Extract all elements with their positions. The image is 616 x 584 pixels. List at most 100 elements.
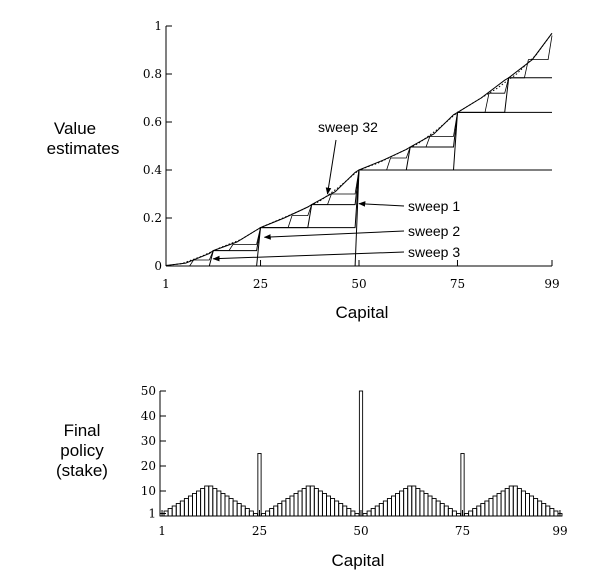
policy-ticks: 1 10 20 30 40 50 1 25 50 75 99	[141, 384, 568, 538]
value-y-tick-label: 0.2	[143, 211, 162, 225]
value-x-tick-label: 99	[544, 277, 559, 291]
policy-bar	[399, 490, 405, 517]
policy-bar	[289, 495, 295, 517]
policy-bar	[423, 493, 429, 517]
policy-bar	[261, 513, 267, 517]
policy-bar	[309, 485, 315, 517]
policy-bar	[338, 503, 344, 517]
value-y-tick-label: 1	[154, 19, 162, 33]
policy-bar	[305, 485, 311, 517]
policy-bar	[350, 510, 356, 517]
policy-bar	[464, 513, 470, 517]
policy-bar	[549, 508, 555, 517]
policy-bar	[257, 453, 262, 517]
policy-bar	[265, 510, 271, 517]
policy-bar	[362, 513, 368, 517]
policy-bar	[252, 513, 258, 517]
policy-bar	[541, 503, 547, 517]
policy-axis-titles: Final policy (stake) Capital	[56, 421, 384, 570]
annotation-sweep-2: sweep 2	[408, 223, 460, 239]
policy-ylabel-line-1: Final	[64, 421, 101, 440]
annotation-arrow-sweep-3	[212, 251, 405, 262]
policy-bar	[476, 505, 482, 517]
policy-y-tick-label: 40	[141, 409, 156, 423]
policy-xlabel: Capital	[332, 551, 385, 570]
annotation-sweep-3: sweep 3	[408, 244, 460, 260]
annotation-sweep-32: sweep 32	[318, 119, 378, 135]
value-y-tick-label: 0.8	[143, 67, 162, 81]
policy-bar	[386, 498, 392, 517]
policy-bar	[496, 493, 502, 517]
value-x-tick-label: 1	[162, 277, 170, 291]
policy-bar	[208, 485, 214, 517]
policy-bar	[431, 498, 437, 517]
policy-bar	[244, 508, 250, 517]
policy-bar	[212, 488, 218, 517]
policy-bar	[403, 488, 409, 517]
policy-bar	[407, 485, 413, 517]
policy-bar	[374, 505, 380, 517]
value-y-tick-label: 0	[154, 259, 162, 273]
policy-bar	[366, 510, 372, 517]
value-y-tick-label: 0.6	[143, 115, 162, 129]
value-y-tick-label: 0.4	[143, 163, 162, 177]
final-policy-chart: 1 10 20 30 40 50 1 25 50 75 99 Final policy (stake…	[56, 384, 568, 570]
policy-bar	[370, 508, 376, 517]
policy-bar	[175, 503, 181, 517]
policy-bar	[297, 490, 303, 517]
value-x-tick-label: 50	[351, 277, 366, 291]
policy-bar	[537, 500, 543, 517]
annotation-arrow-sweep-2	[263, 230, 405, 240]
policy-bar	[427, 495, 433, 517]
policy-x-tick-label: 25	[252, 524, 267, 538]
policy-bar	[358, 390, 364, 517]
policy-bar	[171, 505, 177, 517]
policy-bar	[228, 498, 234, 517]
policy-ylabel-line-2: policy	[60, 441, 104, 460]
policy-bar	[334, 500, 340, 517]
policy-bar	[285, 498, 291, 517]
policy-bar	[187, 495, 193, 517]
policy-x-tick-label: 99	[552, 524, 567, 538]
policy-bar	[269, 508, 275, 517]
policy-bar	[301, 488, 307, 517]
series-sweep-1	[166, 169, 552, 267]
policy-bar	[484, 500, 490, 517]
policy-bar	[557, 513, 563, 517]
policy-bar	[281, 500, 287, 517]
series-sweep-32	[165, 32, 553, 266]
policy-bar	[354, 513, 360, 517]
policy-ylabel-line-3: (stake)	[56, 461, 108, 480]
policy-y-tick-label: 30	[141, 434, 156, 448]
policy-bar	[533, 498, 539, 517]
policy-bar	[236, 503, 242, 517]
annotation-arrow-sweep-1	[358, 201, 405, 207]
policy-bar	[545, 505, 551, 517]
policy-bar	[488, 498, 494, 517]
policy-bar	[248, 510, 254, 517]
policy-bar	[553, 510, 559, 517]
value-x-tick-label: 25	[253, 277, 268, 291]
policy-bar	[342, 505, 348, 517]
policy-bar	[439, 503, 445, 517]
policy-bar	[216, 490, 222, 517]
policy-x-tick-label: 50	[353, 524, 368, 538]
policy-bar	[480, 503, 486, 517]
policy-bar	[504, 488, 510, 517]
policy-bar	[492, 495, 498, 517]
policy-bar	[183, 498, 189, 517]
value-xlabel: Capital	[336, 303, 389, 322]
policy-bar	[472, 508, 478, 517]
policy-bar	[529, 495, 535, 517]
policy-bar	[516, 488, 522, 517]
policy-bar	[196, 490, 202, 517]
annotation-arrow-sweep-32	[325, 139, 337, 195]
policy-bar	[346, 508, 352, 517]
policy-bar	[313, 488, 319, 517]
policy-bar	[520, 490, 526, 517]
policy-bar	[525, 493, 530, 517]
policy-bar	[451, 510, 457, 517]
sweep-annotations: sweep 32 sweep 1 sweep 2 sweep 3	[212, 119, 460, 262]
